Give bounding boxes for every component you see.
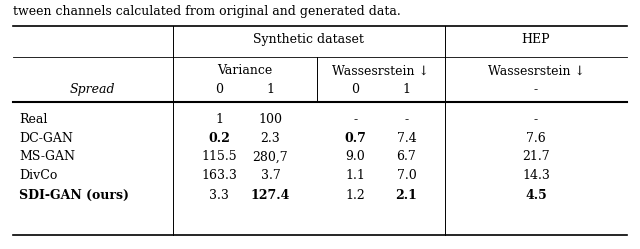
Text: Wassesrstein ↓: Wassesrstein ↓ <box>488 64 584 77</box>
Text: 1: 1 <box>403 83 410 96</box>
Text: DC-GAN: DC-GAN <box>19 132 73 145</box>
Text: tween channels calculated from original and generated data.: tween channels calculated from original … <box>13 5 401 18</box>
Text: 7.6: 7.6 <box>526 132 546 145</box>
Text: 3.3: 3.3 <box>209 189 229 202</box>
Text: 100: 100 <box>259 113 282 126</box>
Text: DivCo: DivCo <box>19 169 58 182</box>
Text: 9.0: 9.0 <box>346 150 365 163</box>
Text: Spread: Spread <box>70 83 116 96</box>
Text: 0.7: 0.7 <box>344 132 366 145</box>
Text: 0: 0 <box>351 83 359 96</box>
Text: 127.4: 127.4 <box>251 189 290 202</box>
Text: 2.3: 2.3 <box>260 132 280 145</box>
Text: 7.4: 7.4 <box>397 132 416 145</box>
Text: 1.1: 1.1 <box>345 169 365 182</box>
Text: 1: 1 <box>215 113 223 126</box>
Text: 2.1: 2.1 <box>396 189 417 202</box>
Text: Wassesrstein ↓: Wassesrstein ↓ <box>332 64 429 77</box>
Text: -: - <box>353 113 357 126</box>
Text: Real: Real <box>19 113 47 126</box>
Text: 163.3: 163.3 <box>201 169 237 182</box>
Text: -: - <box>534 113 538 126</box>
Text: -: - <box>534 83 538 96</box>
Text: -: - <box>404 113 408 126</box>
Text: 14.3: 14.3 <box>522 169 550 182</box>
Text: 115.5: 115.5 <box>202 150 237 163</box>
Text: 3.7: 3.7 <box>260 169 280 182</box>
Text: 4.5: 4.5 <box>525 189 547 202</box>
Text: 280,7: 280,7 <box>253 150 288 163</box>
Text: 21.7: 21.7 <box>522 150 550 163</box>
Text: 7.0: 7.0 <box>397 169 416 182</box>
Text: Synthetic dataset: Synthetic dataset <box>253 33 364 46</box>
Text: Variance: Variance <box>217 64 273 77</box>
Text: MS-GAN: MS-GAN <box>19 150 76 163</box>
Text: HEP: HEP <box>522 33 550 46</box>
Text: SDI-GAN (ours): SDI-GAN (ours) <box>19 189 129 202</box>
Text: 0.2: 0.2 <box>208 132 230 145</box>
Text: 0: 0 <box>215 83 223 96</box>
Text: 6.7: 6.7 <box>397 150 416 163</box>
Text: 1: 1 <box>266 83 275 96</box>
Text: 1.2: 1.2 <box>346 189 365 202</box>
